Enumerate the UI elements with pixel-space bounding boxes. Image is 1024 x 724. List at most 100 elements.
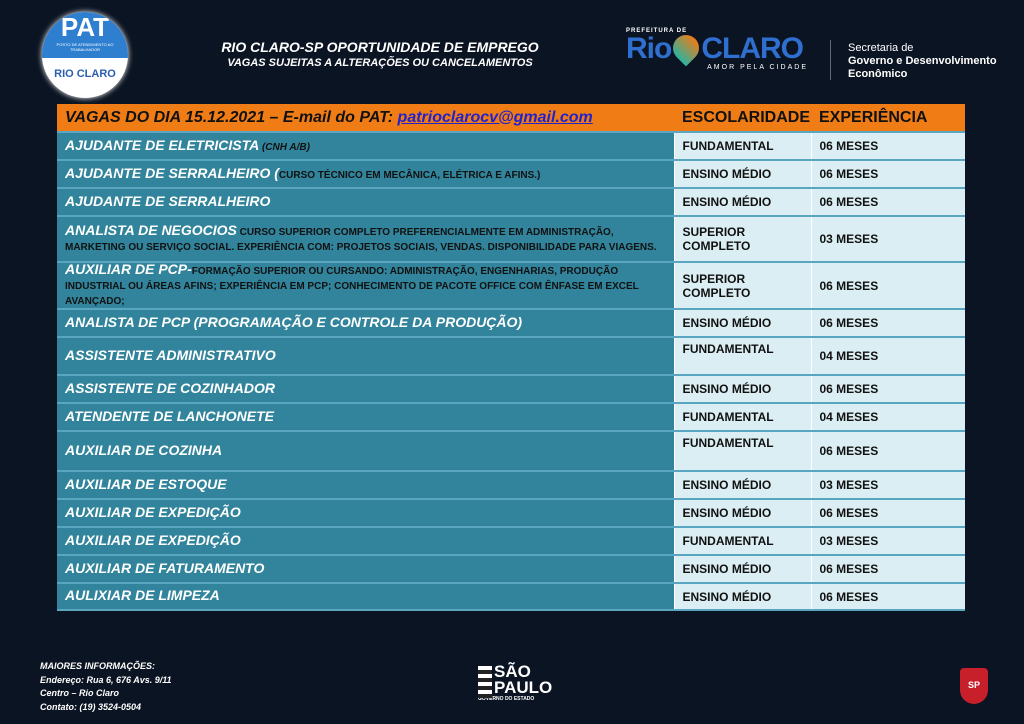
cargo-cell: ASSISTENTE DE COZINHADOR [57,375,674,404]
cargo-cell: ANALISTA DE PCP (PROGRAMAÇÃO E CONTROLE … [57,309,674,338]
sp-logo-line1: SÃO [494,662,531,681]
table-row: AUXILIAR DE COZINHA FUNDAMENTAL 06 MESES [57,431,965,472]
table-row: ASSISTENTE DE COZINHADOR ENSINO MÉDIO 06… [57,375,965,404]
pat-logo-city: RIO CLARO [54,68,116,80]
escolaridade-cell: ENSINO MÉDIO [673,160,811,189]
experiencia-cell: 06 MESES [810,375,965,404]
cargo-title: AUXILIAR DE ESTOQUE [65,475,227,492]
cargo-cell: ATENDENTE DE LANCHONETE [57,403,674,432]
email-link[interactable]: patrioclarocv@gmail.com [397,108,593,126]
experiencia-cell: 03 MESES [810,527,965,556]
cargo-cell: AJUDANTE DE ELETRICISTA (CNH A/B) [57,132,674,161]
table-row: AULIXIAR DE LIMPEZA ENSINO MÉDIO 06 MESE… [57,583,965,611]
escolaridade-cell: FUNDAMENTAL [673,132,811,161]
cargo-title: ASSISTENTE ADMINISTRATIVO [65,346,276,363]
cargo-title: AUXILIAR DE EXPEDIÇÃO [65,503,241,520]
table-title: VAGAS DO DIA 15.12.2021 – E-mail do PAT:… [57,104,674,133]
cargo-title: ATENDENTE DE LANCHONETE [65,407,274,424]
cargo-cell: AUXILIAR DE FATURAMENTO [57,555,674,584]
table-row: AJUDANTE DE SERRALHEIRO ENSINO MÉDIO 06 … [57,188,965,217]
sp-coat-of-arms-icon: SP [960,668,988,704]
secretaria-line2: Governo e Desenvolvimento [848,55,997,67]
escolaridade-cell: FUNDAMENTAL [673,337,811,376]
secretaria-line3: Econômico [848,68,908,80]
cargo-details: CURSO SUPERIOR COMPLETO PREFERENCIALMENT… [65,227,657,253]
cargo-title: AUXILIAR DE FATURAMENTO [65,559,265,576]
cargo-title: ANALISTA DE PCP (PROGRAMAÇÃO E CONTROLE … [65,313,523,330]
cargo-title: ANALISTA DE NEGOCIOS [65,222,237,238]
table-row: AUXILIAR DE EXPEDIÇÃO ENSINO MÉDIO 06 ME… [57,499,965,528]
logo-slogan: AMOR PELA CIDADE [707,64,808,71]
pat-logo-title: PAT [60,12,110,42]
experiencia-cell: 06 MESES [810,160,965,189]
cargo-title: ASSISTENTE DE COZINHADOR [65,379,276,396]
cargo-cell: AJUDANTE DE SERRALHEIRO (CURSO TÉCNICO E… [57,160,674,189]
escolaridade-cell: FUNDAMENTAL [673,403,811,432]
experiencia-cell: 04 MESES [810,403,965,432]
sao-paulo-logo: SÃO PAULO GOVERNO DO ESTADO [478,662,558,702]
table-header-row: VAGAS DO DIA 15.12.2021 – E-mail do PAT:… [57,104,965,133]
table-title-text: VAGAS DO DIA 15.12.2021 – E-mail do PAT: [65,108,398,126]
escolaridade-cell: ENSINO MÉDIO [673,555,811,584]
logo-prefix: PREFEITURA DE [626,28,688,34]
escolaridade-cell: ENSINO MÉDIO [673,583,811,611]
heart-pin-icon [667,29,705,67]
escolaridade-cell: ENSINO MÉDIO [673,375,811,404]
sp-flag-icon [478,666,492,698]
cargo-title: AUXILIAR DE PCP- [65,261,192,277]
table-row: ASSISTENTE ADMINISTRATIVO FUNDAMENTAL 04… [57,337,965,376]
escolaridade-cell: FUNDAMENTAL [673,527,811,556]
vagas-table: VAGAS DO DIA 15.12.2021 – E-mail do PAT:… [57,104,965,611]
cargo-title: AJUDANTE DE SERRALHEIRO ( [65,164,279,181]
experiencia-cell: 06 MESES [810,309,965,338]
secretaria-label: Secretaria de Governo e Desenvolvimento … [848,42,997,81]
escolaridade-cell: ENSINO MÉDIO [673,471,811,500]
cargo-cell: AUXILIAR DE ESTOQUE [57,471,674,500]
experiencia-cell: 04 MESES [810,337,965,376]
experiencia-cell: 06 MESES [810,188,965,217]
cargo-cell: AUXILIAR DE COZINHA [57,431,674,472]
column-header-experiencia: EXPERIÊNCIA [811,104,965,133]
cargo-title: AJUDANTE DE SERRALHEIRO [65,192,271,209]
experiencia-cell: 06 MESES [810,431,965,472]
escolaridade-cell: SUPERIOR COMPLETO [673,216,811,263]
table-row: AUXILIAR DE FATURAMENTO ENSINO MÉDIO 06 … [57,555,965,584]
experiencia-cell: 06 MESES [810,583,965,611]
brasao-text: SP [967,680,980,690]
table-row: ANALISTA DE PCP (PROGRAMAÇÃO E CONTROLE … [57,309,965,338]
cargo-title: AUXILIAR DE EXPEDIÇÃO [65,531,241,548]
sp-logo-line3: GOVERNO DO ESTADO [478,696,535,702]
page-title: RIO CLARO-SP OPORTUNIDADE DE EMPREGO VAG… [160,38,600,70]
logo-name-right: CLARO [701,32,804,65]
escolaridade-cell: FUNDAMENTAL [673,431,811,472]
table-row: AJUDANTE DE SERRALHEIRO (CURSO TÉCNICO E… [57,160,965,189]
cargo-cell: AUXILIAR DE EXPEDIÇÃO [57,499,674,528]
cargo-cell: AUXILIAR DE PCP-FORMAÇÃO SUPERIOR OU CUR… [57,261,674,310]
table-row: AUXILIAR DE PCP-FORMAÇÃO SUPERIOR OU CUR… [57,261,965,310]
footer-info: MAIORES INFORMAÇÕES: Endereço: Rua 6, 67… [40,660,172,714]
cargo-cell: ASSISTENTE ADMINISTRATIVO [57,337,674,376]
footer-district: Centro – Rio Claro [40,688,120,698]
pat-logo: PAT POSTO DE ATENDIMENTO AO TRABALHADOR … [42,12,128,98]
cargo-cell: AULIXIAR DE LIMPEZA [57,583,674,611]
footer-info-title: MAIORES INFORMAÇÕES: [40,661,156,671]
sp-logo-line2: PAULO [494,678,553,697]
cargo-details: (CNH A/B) [259,141,310,153]
experiencia-cell: 03 MESES [810,471,965,500]
cargo-title: AULIXIAR DE LIMPEZA [65,587,220,603]
experiencia-cell: 06 MESES [810,262,965,310]
cargo-cell: ANALISTA DE NEGOCIOS CURSO SUPERIOR COMP… [57,216,674,263]
escolaridade-cell: SUPERIOR COMPLETO [673,262,811,310]
cargo-title: AUXILIAR DE COZINHA [65,441,223,458]
cargo-title: AJUDANTE DE ELETRICISTA [65,136,260,153]
experiencia-cell: 06 MESES [810,499,965,528]
experiencia-cell: 06 MESES [810,132,965,161]
escolaridade-cell: ENSINO MÉDIO [673,309,811,338]
table-row: ANALISTA DE NEGOCIOS CURSO SUPERIOR COMP… [57,216,965,263]
table-row: AJUDANTE DE ELETRICISTA (CNH A/B) FUNDAM… [57,132,965,161]
cargo-details: CURSO TÉCNICO EM MECÂNICA, ELÉTRICA E AF… [278,169,541,181]
logo-divider [830,40,831,80]
pat-logo-subtitle: POSTO DE ATENDIMENTO AO TRABALHADOR [56,42,114,52]
escolaridade-cell: ENSINO MÉDIO [673,188,811,217]
main-title: RIO CLARO-SP OPORTUNIDADE DE EMPREGO [221,39,539,55]
